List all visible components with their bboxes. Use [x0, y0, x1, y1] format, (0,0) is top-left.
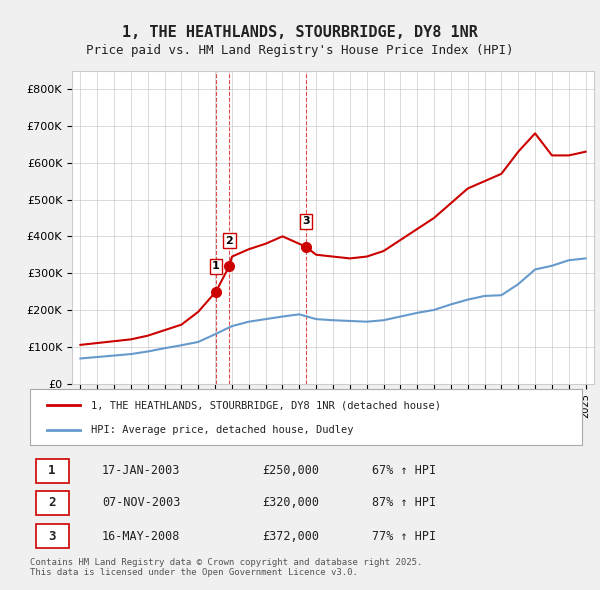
Text: 77% ↑ HPI: 77% ↑ HPI: [372, 530, 436, 543]
FancyBboxPatch shape: [35, 525, 68, 548]
Text: 17-JAN-2003: 17-JAN-2003: [102, 464, 180, 477]
Text: £372,000: £372,000: [262, 530, 319, 543]
FancyBboxPatch shape: [35, 459, 68, 483]
Text: 1: 1: [49, 464, 56, 477]
Text: 2: 2: [49, 496, 56, 509]
Text: 07-NOV-2003: 07-NOV-2003: [102, 496, 180, 509]
Text: Price paid vs. HM Land Registry's House Price Index (HPI): Price paid vs. HM Land Registry's House …: [86, 44, 514, 57]
Text: 1: 1: [212, 261, 220, 271]
Text: 87% ↑ HPI: 87% ↑ HPI: [372, 496, 436, 509]
Text: 16-MAY-2008: 16-MAY-2008: [102, 530, 180, 543]
Text: Contains HM Land Registry data © Crown copyright and database right 2025.
This d: Contains HM Land Registry data © Crown c…: [30, 558, 422, 577]
Text: £250,000: £250,000: [262, 464, 319, 477]
Text: HPI: Average price, detached house, Dudley: HPI: Average price, detached house, Dudl…: [91, 425, 353, 435]
Text: 67% ↑ HPI: 67% ↑ HPI: [372, 464, 436, 477]
Text: 3: 3: [49, 530, 56, 543]
Text: 1, THE HEATHLANDS, STOURBRIDGE, DY8 1NR (detached house): 1, THE HEATHLANDS, STOURBRIDGE, DY8 1NR …: [91, 400, 441, 410]
Text: 1, THE HEATHLANDS, STOURBRIDGE, DY8 1NR: 1, THE HEATHLANDS, STOURBRIDGE, DY8 1NR: [122, 25, 478, 40]
FancyBboxPatch shape: [35, 491, 68, 514]
Text: £320,000: £320,000: [262, 496, 319, 509]
Text: 2: 2: [226, 235, 233, 245]
Text: 3: 3: [302, 217, 310, 227]
